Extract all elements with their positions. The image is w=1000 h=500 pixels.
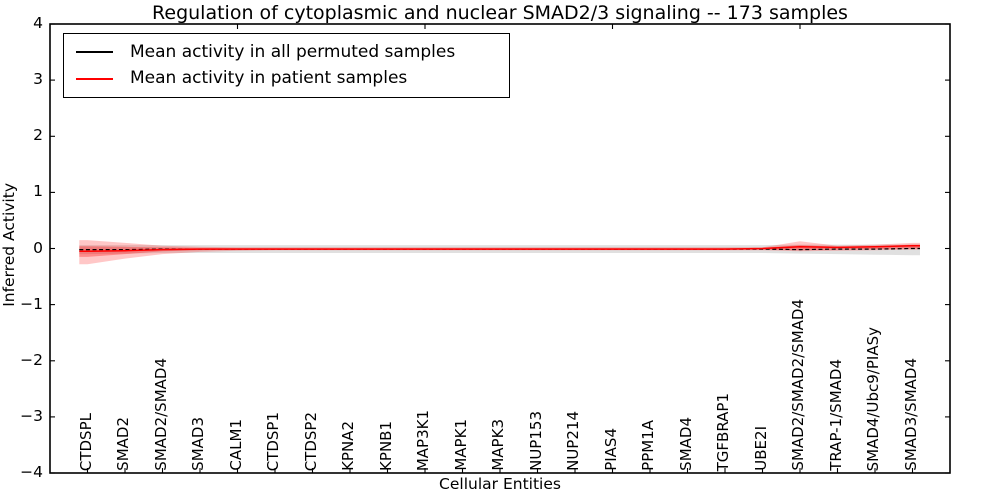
y-tick-label: −1 — [20, 294, 43, 313]
x-tick-label: SMAD4/Ubc9/PIASy — [864, 326, 882, 471]
x-tick-label: KPNA2 — [339, 421, 357, 471]
x-tick-label: CALM1 — [226, 419, 245, 471]
x-tick-label: CTDSP1 — [264, 411, 282, 471]
x-tick-label: MAPK3 — [489, 419, 507, 471]
legend-item-patient: Mean activity in patient samples — [76, 70, 497, 87]
y-tick-label: 0 — [33, 238, 43, 257]
x-tick-label: CTDSP2 — [301, 411, 320, 471]
x-tick-label: SMAD3/SMAD4 — [901, 358, 920, 471]
x-tick-label: TGFBRAP1 — [714, 392, 732, 471]
x-axis-label: Cellular Entities — [439, 475, 561, 493]
x-tick-label: NUP153 — [526, 411, 545, 471]
x-tick-label: NUP214 — [564, 411, 582, 471]
legend-label-patient: Mean activity in patient samples — [130, 68, 408, 89]
legend-line-sample-permuted — [76, 51, 113, 54]
y-tick-label: 3 — [33, 70, 43, 89]
x-tick-label: MAP3K1 — [414, 409, 432, 471]
y-tick-label: −4 — [20, 463, 43, 481]
x-tick-label: PPM1A — [639, 420, 657, 471]
y-tick-label: −3 — [20, 406, 43, 425]
x-tick-label: SMAD2 — [114, 417, 132, 471]
permuted-samples-std-band — [79, 244, 921, 256]
chart-title: Regulation of cytoplasmic and nuclear SM… — [152, 2, 848, 24]
x-tick-label: CTDSPL — [76, 412, 95, 471]
mean-activity-in-patient-samples-line — [79, 244, 920, 253]
x-tick-label: SMAD4 — [676, 417, 695, 471]
x-tick-label: KPNB1 — [376, 421, 395, 471]
legend-label-permuted: Mean activity in all permuted samples — [130, 41, 456, 62]
x-tick-label: TRAP-1/SMAD4 — [826, 359, 845, 471]
legend-item-permuted: Mean activity in all permuted samples — [76, 41, 497, 62]
x-tick-label: SMAD3 — [189, 417, 207, 471]
legend-line-sample-patient — [76, 77, 113, 80]
x-tick-label: MAPK1 — [451, 419, 470, 471]
y-tick-label: 4 — [33, 14, 43, 32]
x-tick-label: UBE2I — [751, 426, 770, 471]
x-tick-label: PIAS4 — [601, 428, 620, 471]
y-tick-label: 1 — [33, 182, 43, 201]
y-tick-label: −2 — [20, 350, 43, 369]
x-tick-label: SMAD2/SMAD2/SMAD4 — [789, 299, 807, 471]
y-tick-label: 2 — [33, 126, 43, 145]
legend: Mean activity in all permuted samples Me… — [63, 33, 510, 98]
x-tick-label: SMAD2/SMAD4 — [151, 358, 170, 471]
